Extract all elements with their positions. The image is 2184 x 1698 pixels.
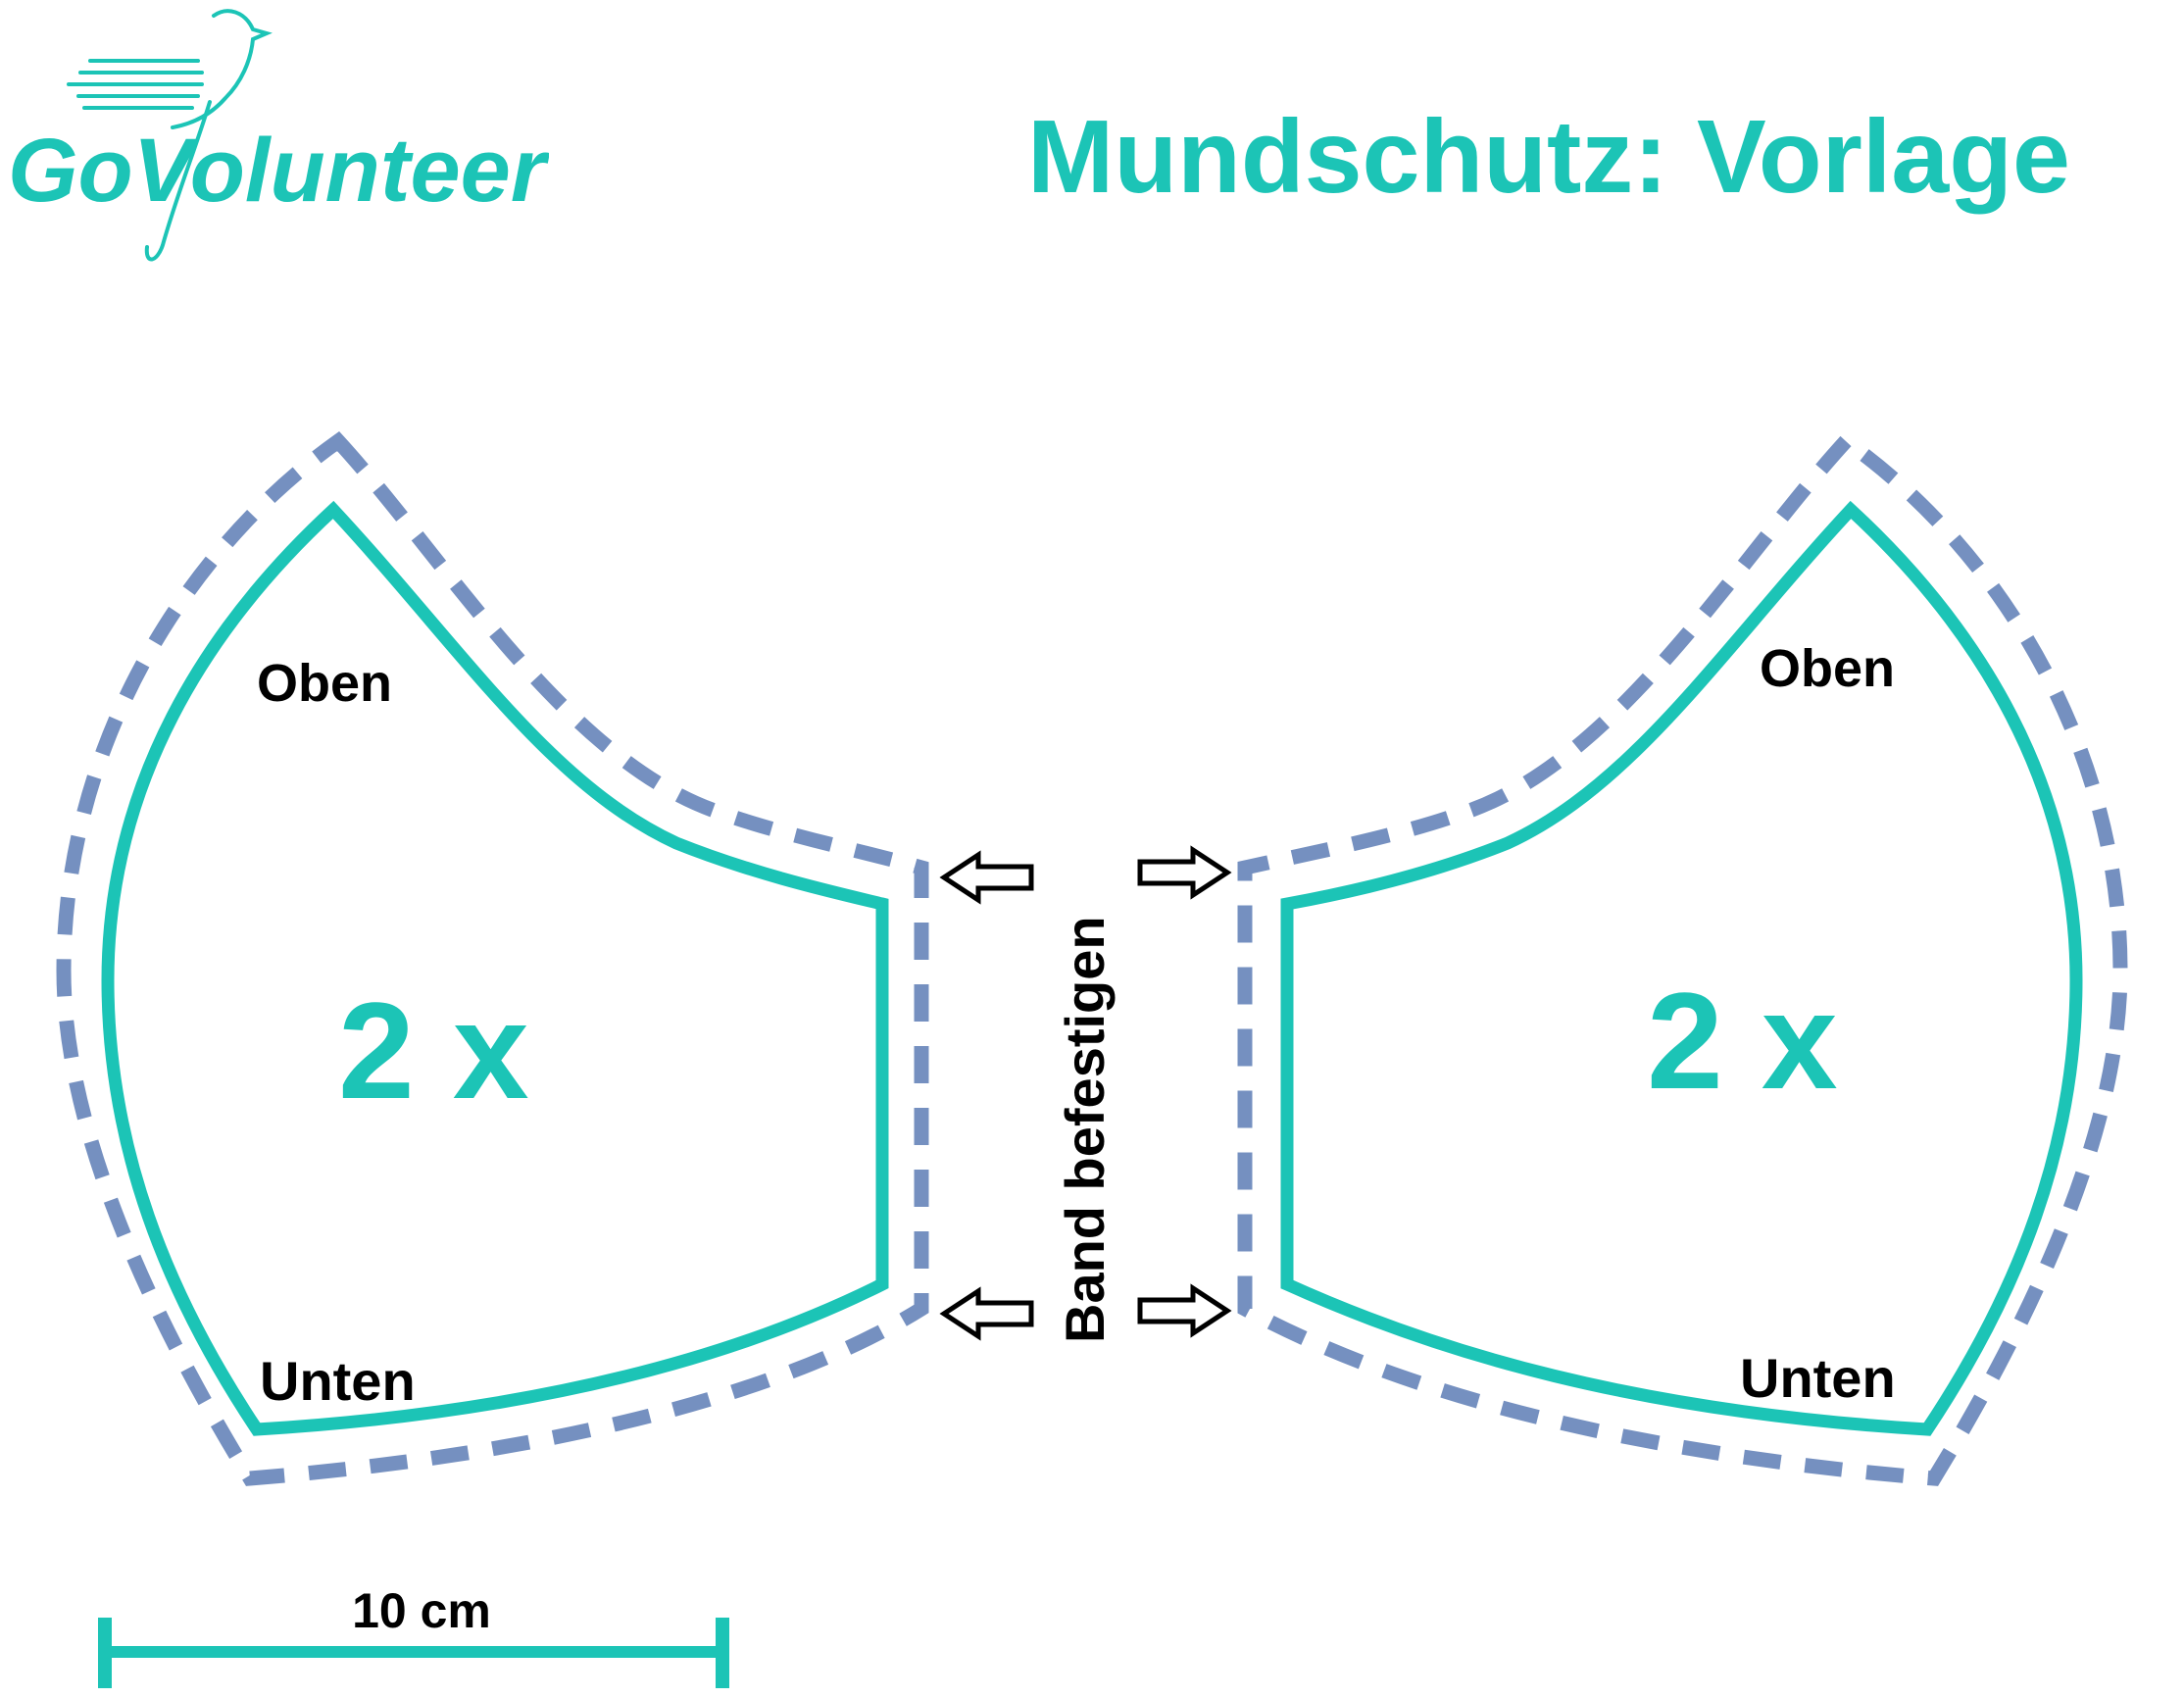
- left-cut-line: [101, 500, 889, 1436]
- left-count-label: 2 x: [338, 974, 529, 1127]
- scale-bar-label: 10 cm: [352, 1583, 491, 1638]
- right-mask-piece: Oben 2 x Unten: [1237, 431, 2128, 1486]
- left-seam-allowance-line: [56, 431, 929, 1486]
- left-top-label: Oben: [257, 654, 392, 713]
- arrow-left-icon-bottom: [939, 1286, 1034, 1341]
- right-top-label: Oben: [1760, 639, 1895, 698]
- left-bottom-label: Unten: [260, 1350, 416, 1412]
- dove-icon: [171, 9, 273, 129]
- arrow-right-icon-bottom: [1137, 1283, 1232, 1338]
- right-count-label: 2 x: [1647, 964, 1838, 1118]
- scale-bar: 10 cm: [98, 1583, 729, 1688]
- attach-band-label: Band befestigen: [1054, 916, 1116, 1343]
- arrow-left-icon-top: [939, 850, 1034, 905]
- right-bottom-label: Unten: [1740, 1347, 1896, 1409]
- page-title: Mundschutz: Vorlage: [1027, 99, 2070, 215]
- right-cut-line: [1280, 500, 2083, 1436]
- govolunteer-logo: GoVolunteer: [8, 9, 549, 262]
- arrow-right-icon-top: [1137, 845, 1232, 900]
- logo-text: GoVolunteer: [8, 121, 549, 221]
- right-seam-allowance-line: [1237, 431, 2128, 1486]
- left-mask-piece: Oben 2 x Unten: [56, 431, 929, 1486]
